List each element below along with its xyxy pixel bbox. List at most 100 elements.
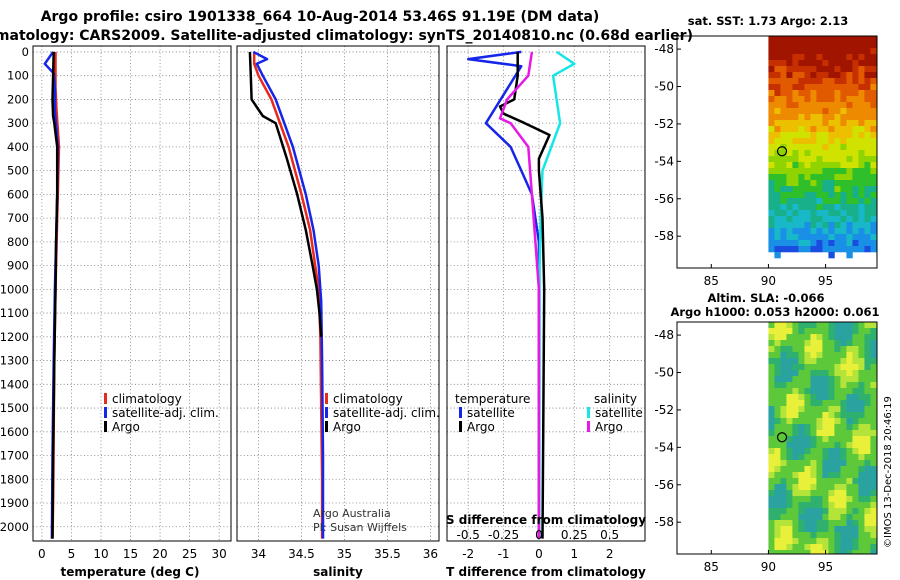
map-cell [858, 132, 865, 139]
map-cell [822, 394, 829, 401]
map-cell [870, 90, 877, 97]
map-cell [792, 448, 799, 455]
map-cell [792, 216, 799, 223]
map-cell [780, 60, 787, 67]
map-cell [858, 514, 865, 521]
map-cell [804, 364, 811, 371]
map-cell [810, 192, 817, 199]
map-cell [864, 72, 871, 79]
map-cell [822, 156, 829, 163]
map-cell [864, 340, 871, 347]
s-diff-tick-label: -0.25 [488, 528, 519, 542]
map-cell [774, 138, 781, 145]
map-cell [870, 448, 877, 455]
map-cell [780, 328, 787, 335]
map-cell [816, 102, 823, 109]
map-cell [840, 180, 847, 187]
map-cell [768, 150, 775, 157]
map-cell [786, 376, 793, 383]
map-cell [798, 210, 805, 217]
map-cell [798, 36, 805, 43]
map-cell [786, 454, 793, 461]
map-cell [858, 496, 865, 503]
map-cell [792, 532, 799, 539]
map-cell [768, 520, 775, 527]
map-cell [834, 102, 841, 109]
map-cell [768, 156, 775, 163]
map-cell [816, 400, 823, 407]
map-cell [774, 156, 781, 163]
map-cell [828, 222, 835, 229]
map-cell [804, 204, 811, 211]
map-cell [792, 246, 799, 253]
map-cell [810, 442, 817, 449]
map-cell [822, 448, 829, 455]
map-cell [858, 222, 865, 229]
map-cell [798, 454, 805, 461]
map-cell [810, 132, 817, 139]
map-cell [792, 322, 799, 329]
map-cell [798, 424, 805, 431]
map-cell [792, 526, 799, 533]
map-cell [774, 430, 781, 437]
map-cell [774, 490, 781, 497]
map-cell [846, 322, 853, 329]
map-cell [864, 418, 871, 425]
map-cell [792, 490, 799, 497]
map-cell [798, 346, 805, 353]
map-cell [786, 520, 793, 527]
map-cell [774, 246, 781, 253]
map-cell [870, 490, 877, 497]
map-cell [768, 322, 775, 329]
map-cell [774, 388, 781, 395]
map-cell [852, 448, 859, 455]
map-cell [798, 42, 805, 49]
map-cell [810, 454, 817, 461]
map-cell [816, 514, 823, 521]
map-cell [864, 162, 871, 169]
map-cell [780, 72, 787, 79]
map-cell [804, 472, 811, 479]
map-cell [798, 322, 805, 329]
map-cell [816, 430, 823, 437]
map-cell [792, 370, 799, 377]
map-cell [858, 358, 865, 365]
map-cell [810, 216, 817, 223]
map-cell [810, 126, 817, 133]
map-cell [840, 60, 847, 67]
map-cell [798, 192, 805, 199]
map-cell [834, 84, 841, 91]
map-cell [858, 66, 865, 73]
map-cell [846, 442, 853, 449]
map-cell [768, 72, 775, 79]
map-cell [852, 466, 859, 473]
map-cell [816, 424, 823, 431]
map-cell [816, 150, 823, 157]
map-cell [828, 508, 835, 515]
map-cell [792, 78, 799, 85]
map-cell [852, 66, 859, 73]
map-cell [864, 138, 871, 145]
map-cell [834, 526, 841, 533]
map-cell [852, 174, 859, 181]
map-cell [768, 180, 775, 187]
map-cell [798, 478, 805, 485]
map-cell [774, 442, 781, 449]
map-cell [834, 66, 841, 73]
map-cell [810, 246, 817, 253]
map-cell [828, 186, 835, 193]
map-cell [768, 138, 775, 145]
map-cell [768, 174, 775, 181]
map-cell [786, 538, 793, 545]
map-cell [858, 36, 865, 43]
map-cell [846, 406, 853, 413]
map-cell [828, 66, 835, 73]
map-cell [822, 322, 829, 329]
map-cell [840, 156, 847, 163]
map-cell [774, 454, 781, 461]
map-cell [852, 246, 859, 253]
map-cell [768, 460, 775, 467]
map-cell [828, 132, 835, 139]
depth-tick-label: 1900 [0, 496, 29, 510]
map-cell [780, 376, 787, 383]
